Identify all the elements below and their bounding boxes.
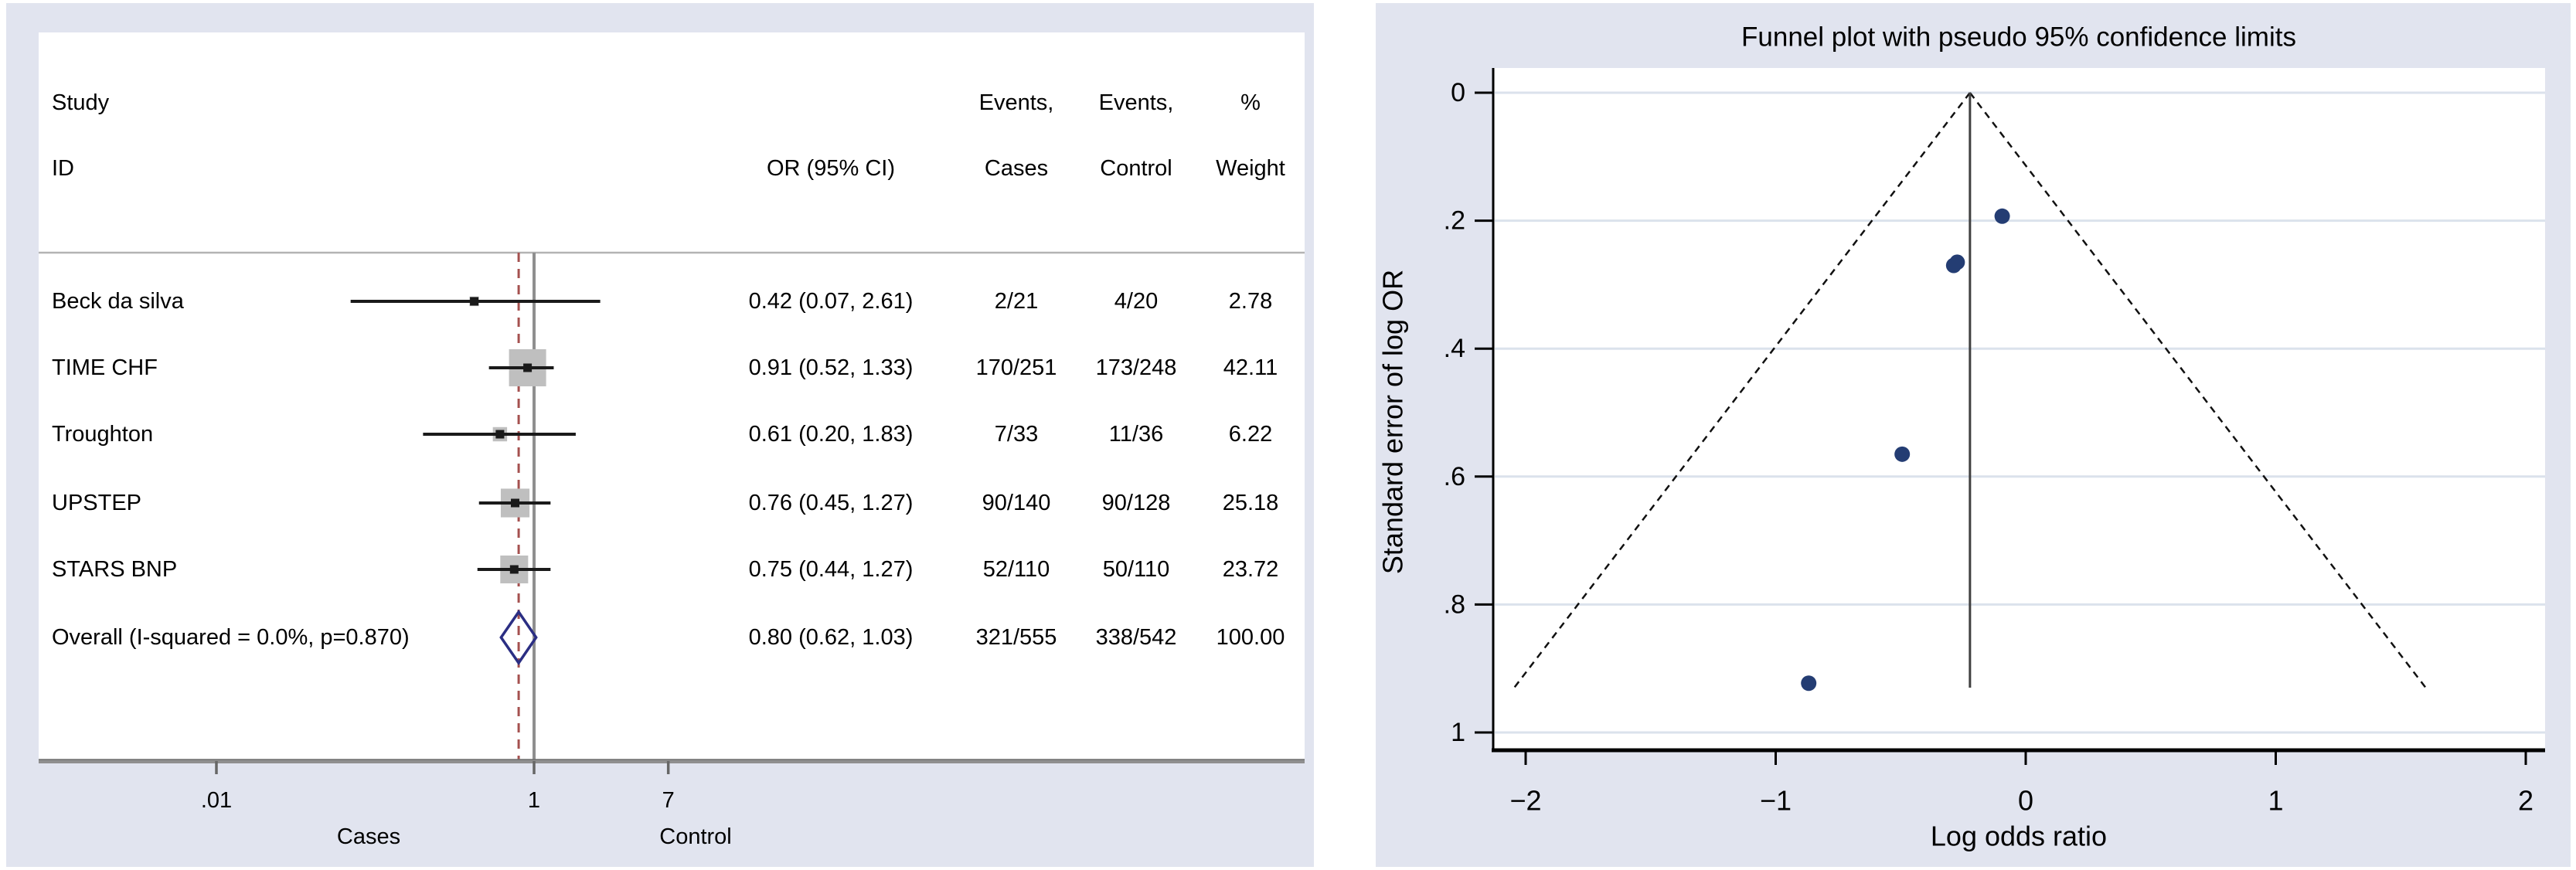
forest-axis-tick-label: .01 bbox=[201, 788, 232, 813]
events-control-value: 173/248 bbox=[1096, 355, 1177, 380]
or-ci-value: 0.76 (0.45, 1.27) bbox=[749, 491, 914, 515]
funnel-x-tick-label: 2 bbox=[2518, 785, 2533, 817]
funnel-y-tick-label: .4 bbox=[1444, 334, 1465, 363]
events-cases-value: 7/33 bbox=[995, 422, 1038, 447]
point-estimate-marker bbox=[470, 297, 479, 306]
overall-label: Overall (I-squared = 0.0%, p=0.870) bbox=[52, 625, 410, 650]
forest-row bbox=[478, 488, 551, 518]
study-label: Beck da silva bbox=[52, 289, 185, 314]
funnel-plot-area bbox=[1493, 68, 2545, 750]
study-label: STARS BNP bbox=[52, 557, 177, 582]
events-cases-value: 2/21 bbox=[995, 289, 1038, 314]
events-cases-value: 170/251 bbox=[976, 355, 1057, 380]
events-cases-value: 90/140 bbox=[982, 491, 1051, 515]
overall-events-control-value: 338/542 bbox=[1096, 625, 1177, 650]
funnel-study-point bbox=[1994, 208, 2010, 224]
events-cases-value: 52/110 bbox=[983, 557, 1050, 582]
forest-row bbox=[477, 555, 551, 584]
point-estimate-marker bbox=[511, 498, 520, 508]
overall-weight-value: 100.00 bbox=[1217, 625, 1285, 650]
or-ci-value: 0.42 (0.07, 2.61) bbox=[749, 289, 914, 314]
point-estimate-marker bbox=[523, 363, 533, 372]
funnel-x-tick-label: −1 bbox=[1760, 785, 1792, 817]
forest-row bbox=[423, 427, 576, 442]
events-control-value: 4/20 bbox=[1114, 289, 1158, 314]
funnel-x-tick-label: −2 bbox=[1509, 785, 1541, 817]
forest-x-axis bbox=[39, 760, 1305, 763]
point-estimate-marker bbox=[495, 430, 505, 439]
weight-value: 2.78 bbox=[1229, 289, 1272, 314]
forest-row bbox=[350, 296, 601, 307]
funnel-y-tick-label: .6 bbox=[1444, 462, 1465, 491]
column-header-study: Study bbox=[52, 90, 110, 115]
funnel-y-tick-label: 1 bbox=[1451, 718, 1465, 747]
column-header-or-ci: OR (95% CI) bbox=[767, 156, 895, 181]
forest-axis-tick-label: 7 bbox=[662, 788, 675, 813]
point-estimate-marker bbox=[509, 565, 519, 574]
weight-value: 23.72 bbox=[1223, 557, 1279, 582]
events-control-value: 50/110 bbox=[1103, 557, 1170, 582]
column-header-control: Control bbox=[1100, 156, 1172, 181]
column-header-events-cases: Events, bbox=[979, 90, 1054, 115]
funnel-y-tick-label: .2 bbox=[1444, 206, 1465, 236]
pseudo-ci-right-dashed-line bbox=[1969, 92, 2427, 688]
study-label: Troughton bbox=[52, 422, 153, 447]
funnel-x-tick-label: 1 bbox=[2268, 785, 2283, 817]
or-ci-value: 0.75 (0.44, 1.27) bbox=[749, 557, 914, 582]
weight-value: 6.22 bbox=[1229, 422, 1272, 447]
overall-or-ci-value: 0.80 (0.62, 1.03) bbox=[749, 625, 914, 650]
events-control-value: 11/36 bbox=[1109, 422, 1163, 447]
column-header-weight: Weight bbox=[1216, 156, 1285, 181]
funnel-study-point bbox=[1894, 446, 1911, 462]
column-header-cases: Cases bbox=[985, 156, 1048, 181]
funnel-y-tick-label: 0 bbox=[1451, 78, 1465, 107]
column-header-id: ID bbox=[52, 156, 74, 181]
column-header-events-control: Events, bbox=[1099, 90, 1174, 115]
funnel-x-axis-label: Log odds ratio bbox=[1931, 821, 2107, 852]
forest-row bbox=[488, 348, 554, 387]
funnel-x-tick-label: 0 bbox=[2018, 785, 2033, 817]
forest-plot-area bbox=[39, 32, 1305, 761]
axis-group-label-cases: Cases bbox=[337, 824, 400, 849]
weight-value: 25.18 bbox=[1223, 491, 1279, 515]
funnel-study-point bbox=[1801, 675, 1817, 692]
funnel-study-point bbox=[1945, 257, 1962, 274]
events-control-value: 90/128 bbox=[1102, 491, 1171, 515]
funnel-y-axis-label: Standard error of log OR bbox=[1377, 270, 1409, 574]
overall-events-cases-value: 321/555 bbox=[976, 625, 1057, 650]
funnel-plot: 0 .2 .4 .6 .8 1 −2 −1 0 1 2 Funnel plot with pseudo… bbox=[1377, 22, 2545, 852]
study-label: UPSTEP bbox=[52, 491, 141, 515]
study-label: TIME CHF bbox=[52, 355, 158, 380]
overall-diamond bbox=[499, 609, 538, 666]
weight-value: 42.11 bbox=[1223, 355, 1278, 380]
axis-group-label-control: Control bbox=[659, 824, 732, 849]
forest-plot: .01 1 7 Study ID OR (95% CI) Events, Cases Event… bbox=[39, 32, 1305, 849]
funnel-title: Funnel plot with pseudo 95% confidence l… bbox=[1741, 22, 2296, 53]
funnel-y-tick-label: .8 bbox=[1444, 590, 1465, 619]
column-header-pct: % bbox=[1240, 90, 1261, 115]
forest-axis-tick-label: 1 bbox=[528, 788, 540, 813]
or-ci-value: 0.91 (0.52, 1.33) bbox=[749, 355, 914, 380]
or-ci-value: 0.61 (0.20, 1.83) bbox=[749, 422, 914, 447]
pseudo-ci-left-dashed-line bbox=[1513, 92, 1971, 688]
